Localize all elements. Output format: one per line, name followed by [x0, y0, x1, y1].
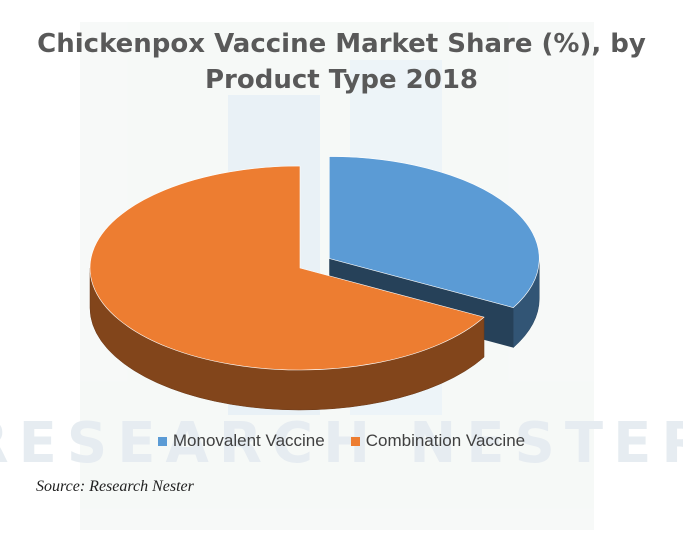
- pie-slice-monovalent-vaccine: [328, 156, 540, 308]
- source-note: Source: Research Nester: [36, 478, 194, 495]
- chart-title: Chickenpox Vaccine Market Share (%), by …: [37, 29, 646, 95]
- chart-legend: Monovalent Vaccine Combination Vaccine: [0, 431, 683, 451]
- pie-slice-combination-vaccine: [89, 165, 485, 371]
- legend-label-combination: Combination Vaccine: [365, 431, 526, 450]
- pie-tops: [89, 156, 540, 371]
- pie-slices: [89, 156, 540, 411]
- legend-label-monovalent: Monovalent Vaccine: [172, 431, 325, 450]
- watermark-text: RESEARCH NESTER: [0, 411, 683, 476]
- legend-swatch-combination: [350, 436, 360, 446]
- legend-swatch-monovalent: [157, 436, 167, 446]
- legend-item-monovalent: Monovalent Vaccine: [157, 431, 325, 451]
- legend-item-combination: Combination Vaccine: [350, 431, 526, 451]
